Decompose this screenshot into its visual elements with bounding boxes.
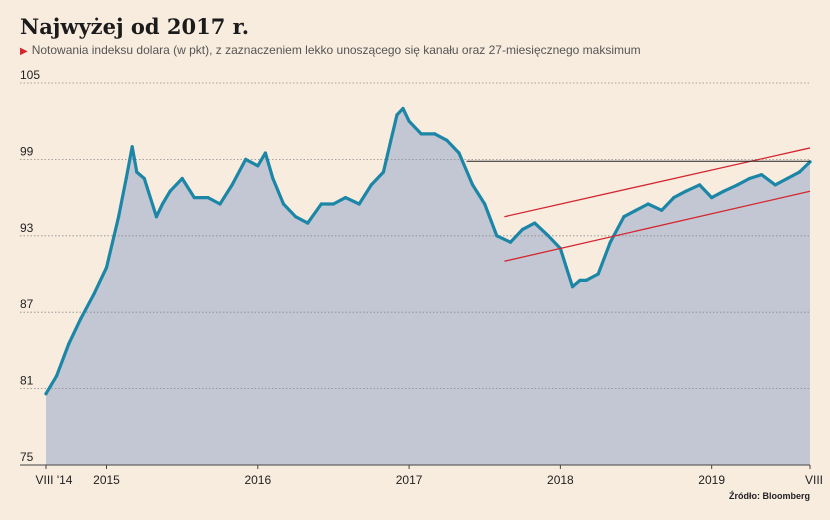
subtitle-text: Notowania indeksu dolara (w pkt), z zazn… [31,43,641,57]
data-point [319,202,323,206]
data-point [570,285,575,289]
y-tick-label: 87 [20,297,34,311]
data-point [533,221,537,225]
data-point [564,266,569,270]
x-tick-label: VIII [805,473,823,487]
data-point [684,189,688,193]
data-point [306,221,310,225]
data-point [747,176,752,181]
data-point [44,392,48,396]
data-point [508,240,513,244]
data-point [596,272,600,276]
x-tick-label: 2019 [698,473,725,487]
data-point [381,170,385,174]
data-point [584,278,588,282]
data-point [395,113,399,117]
data-point [263,151,267,155]
data-point [407,119,411,123]
data-point [457,151,461,155]
data-point [419,132,423,136]
data-point [357,202,361,206]
data-point [735,183,740,187]
data-point [646,202,650,206]
data-point [495,234,499,238]
data-point [471,183,475,187]
series-line [44,106,812,396]
data-point [55,374,59,378]
data-point [760,173,764,177]
data-point [67,342,71,346]
data-point [206,196,210,200]
data-point [433,132,437,136]
data-point [104,266,109,270]
data-point [634,208,638,212]
data-point [483,202,487,206]
x-tick-label: VIII '14 [36,473,73,487]
x-tick-label: 2015 [93,473,120,487]
data-point [230,183,234,187]
data-point [160,202,165,206]
data-point [281,202,286,206]
data-point [331,202,335,206]
data-point [343,196,348,200]
data-point [168,189,172,193]
chart-title: Najwyżej od 2017 r. [20,14,250,39]
data-point [256,164,260,168]
channel-upper-line [504,147,811,218]
data-point [369,183,373,187]
data-point [180,176,184,181]
x-tick-label: 2016 [244,473,271,487]
data-point [130,145,134,149]
y-tick-label: 81 [20,374,34,388]
data-point [622,215,626,219]
data-point [124,176,128,181]
data-point [785,176,789,181]
data-point [271,176,275,181]
y-tick-label: 93 [20,221,34,235]
data-point [244,157,248,161]
data-point [608,240,612,244]
data-point [142,176,146,181]
data-point [521,227,525,231]
data-point [773,183,777,187]
data-point [401,106,405,111]
data-point [294,215,298,219]
area-fill [46,108,810,465]
data-point [92,291,96,295]
data-point [546,234,550,238]
x-tick-label: 2018 [547,473,574,487]
data-point [672,196,676,200]
chart-subtitle: ▶ Notowania indeksu dolara (w pkt), z zaz… [20,43,641,57]
data-point [578,278,582,282]
data-point [722,189,726,193]
data-point [117,215,121,219]
data-point [698,183,702,187]
data-point [154,215,158,219]
data-point [797,170,802,174]
y-tick-label: 99 [20,144,34,158]
red-triangle-icon: ▶ [20,46,28,57]
y-tick-label: 75 [20,450,34,464]
data-point [808,160,812,164]
data-point [660,208,664,212]
data-point [192,196,196,200]
data-point [445,138,449,142]
data-point [710,196,714,200]
y-tick-label: 105 [20,68,40,82]
x-tick-label: 2017 [396,473,423,487]
data-point [218,202,222,206]
data-point [389,138,393,142]
data-point [135,170,139,174]
source-note: Źródło: Bloomberg [729,491,810,501]
channel-lower-line [504,190,811,262]
data-point [79,317,83,321]
